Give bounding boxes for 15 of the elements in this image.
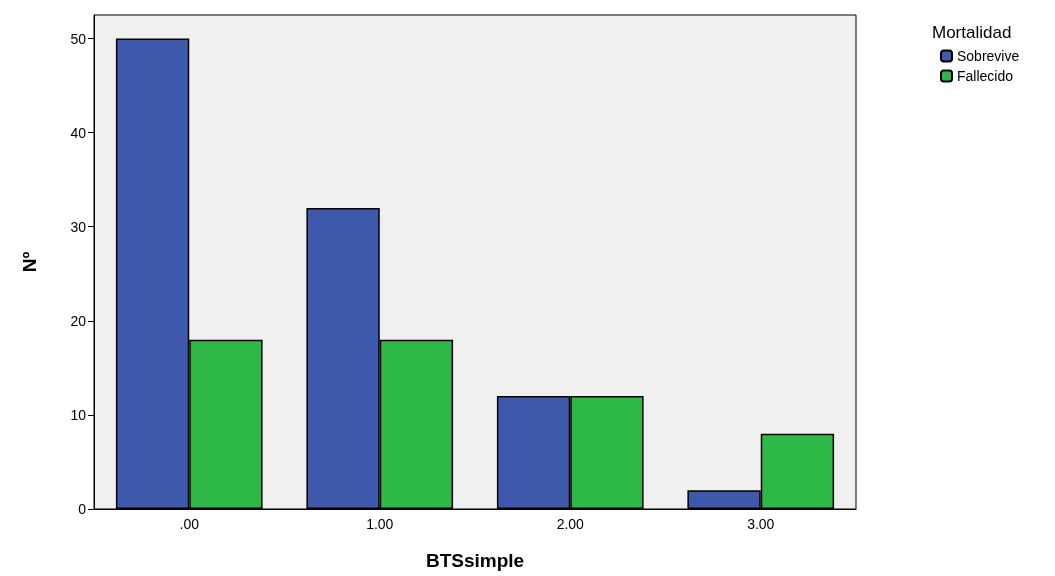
x-tick-label: 3.00: [747, 516, 775, 532]
x-tick-label: .00: [179, 516, 200, 532]
legend-label: Sobrevive: [957, 48, 1020, 64]
y-tick-label: 50: [70, 30, 87, 47]
y-tick-label: 0: [78, 501, 87, 517]
y-tick-label: 20: [70, 312, 87, 329]
x-tick-label: 1.00: [366, 516, 394, 532]
legend-label: Fallecido: [957, 68, 1014, 84]
x-axis-title: BTSsimple: [425, 550, 525, 571]
y-tick-label: 40: [70, 124, 87, 141]
y-tick-label: 30: [70, 218, 87, 235]
x-tick-label: 2.00: [556, 516, 585, 532]
legend-title: Mortalidad: [932, 23, 1012, 42]
y-axis-title: Nº: [19, 251, 40, 273]
y-tick-label: 10: [70, 406, 87, 423]
